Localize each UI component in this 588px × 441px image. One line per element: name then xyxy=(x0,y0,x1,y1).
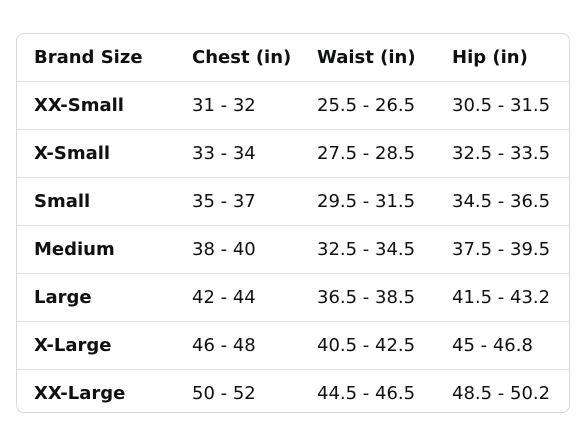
hip-value: 37.5 - 39.5 xyxy=(452,225,569,274)
hip-value: 45 - 46.8 xyxy=(452,321,569,370)
waist-value: 40.5 - 42.5 xyxy=(317,321,452,370)
header-brand-size: Brand Size xyxy=(17,34,192,82)
size-label: XX-Small xyxy=(17,81,192,130)
table-row: X-Small 33 - 34 27.5 - 28.5 32.5 - 33.5 xyxy=(17,129,569,178)
size-label: X-Small xyxy=(17,129,192,178)
size-label: Medium xyxy=(17,225,192,274)
size-label: X-Large xyxy=(17,321,192,370)
waist-value: 36.5 - 38.5 xyxy=(317,273,452,322)
hip-value: 30.5 - 31.5 xyxy=(452,81,569,130)
table-row: Small 35 - 37 29.5 - 31.5 34.5 - 36.5 xyxy=(17,177,569,226)
table-row: Medium 38 - 40 32.5 - 34.5 37.5 - 39.5 xyxy=(17,225,569,274)
size-label: Small xyxy=(17,177,192,226)
chest-value: 46 - 48 xyxy=(192,321,317,370)
size-label: XX-Large xyxy=(34,383,126,404)
size-label: Large xyxy=(17,273,192,322)
waist-value: 27.5 - 28.5 xyxy=(317,129,452,178)
table-row: XX-Large 50 - 52 44.5 - 46.5 48.5 - 50.2 xyxy=(17,370,569,413)
chest-value: 50 - 52 xyxy=(192,383,256,404)
hip-value: 32.5 - 33.5 xyxy=(452,129,569,178)
waist-value: 32.5 - 34.5 xyxy=(317,225,452,274)
header-waist: Waist (in) xyxy=(317,34,452,82)
chest-value: 31 - 32 xyxy=(192,81,317,130)
table-row: X-Large 46 - 48 40.5 - 42.5 45 - 46.8 xyxy=(17,321,569,370)
waist-value: 29.5 - 31.5 xyxy=(317,177,452,226)
waist-value: 44.5 - 46.5 xyxy=(317,383,416,404)
header-chest: Chest (in) xyxy=(192,34,317,82)
size-chart-table: Brand Size Chest (in) Waist (in) Hip (in… xyxy=(17,34,569,413)
table-header-row: Brand Size Chest (in) Waist (in) Hip (in… xyxy=(17,34,569,82)
hip-value: 34.5 - 36.5 xyxy=(452,177,569,226)
table-row: Large 42 - 44 36.5 - 38.5 41.5 - 43.2 xyxy=(17,273,569,322)
chest-value: 38 - 40 xyxy=(192,225,317,274)
table-row: XX-Small 31 - 32 25.5 - 26.5 30.5 - 31.5 xyxy=(17,81,569,130)
header-hip: Hip (in) xyxy=(452,34,569,82)
chest-value: 35 - 37 xyxy=(192,177,317,226)
waist-value: 25.5 - 26.5 xyxy=(317,81,452,130)
size-chart-card: Brand Size Chest (in) Waist (in) Hip (in… xyxy=(16,33,570,413)
chest-value: 42 - 44 xyxy=(192,273,317,322)
hip-value: 48.5 - 50.2 xyxy=(452,383,551,404)
chest-value: 33 - 34 xyxy=(192,129,317,178)
hip-value: 41.5 - 43.2 xyxy=(452,273,569,322)
